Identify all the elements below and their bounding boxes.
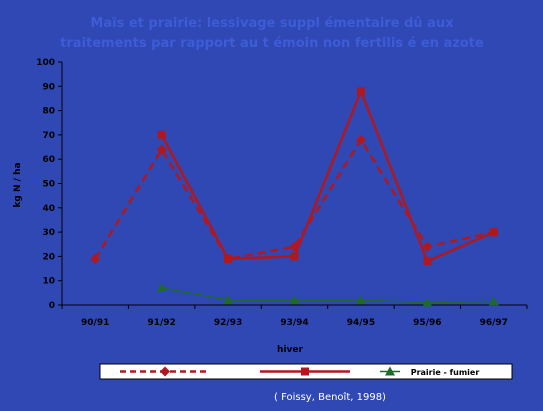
series-2-line [160,89,495,263]
series-2-point [356,87,365,96]
y-axis-label: kg N / ha [13,162,23,207]
series-3-point [289,295,300,305]
series-2-point [157,130,166,139]
x-tick-label: 91/92 [147,318,175,328]
series-1-point [90,253,101,264]
y-tick-label: 70 [42,131,55,141]
y-tick-label: 10 [42,277,55,287]
series-3-line [161,287,494,304]
series-3-point [422,297,433,307]
series-1-line [94,138,495,261]
y-tick-label: 60 [42,155,55,165]
chart-title-line-1: Maïs et prairie: lessivage suppl émentai… [90,16,454,31]
legend-label-prairie-fumier: Prairie - fumier [411,368,480,377]
y-tick-label: 0 [49,301,55,311]
x-tick-label: 90/91 [81,318,109,328]
legend-marker-series-3 [385,366,395,376]
chart-title-line-2: traitements par rapport au t émoin non f… [60,36,484,51]
y-tick-label: 80 [42,107,55,117]
y-tick-label: 50 [42,180,55,190]
series-1-point [355,134,366,145]
source-citation: ( Foissy, Benoît, 1998) [274,391,386,403]
series-2-point [290,252,299,261]
series-3-point [156,282,167,292]
series-1-point [156,144,167,155]
y-tick-label: 40 [42,204,55,214]
x-axis-label: hiver [277,345,303,355]
x-tick-label: 93/94 [280,318,308,328]
series-1-point [422,241,433,252]
y-tick-label: 30 [42,228,55,238]
y-tick-label: 20 [42,252,55,262]
legend-marker-series-1 [160,366,170,377]
series-3-point [355,295,366,305]
x-tick-label: 95/96 [413,318,441,328]
x-tick-label: 92/93 [214,318,242,328]
series-2-point [423,257,432,266]
series-3-point [488,296,499,306]
y-tick-label: 100 [36,58,55,68]
series-2-point [224,254,233,263]
series-3-point [223,295,234,305]
x-tick-label: 94/95 [347,318,375,328]
chart-title: Maïs et prairie: lessivage suppl émentai… [60,16,484,51]
series-2-point [489,228,498,237]
x-tick-label: 96/97 [480,318,508,328]
legend-marker-series-2 [301,367,309,376]
plot-area: 0 10 20 30 40 50 60 70 80 90 100 90/91 91/92 92/93 93/… [36,58,528,328]
y-tick-label: 90 [42,82,55,92]
legend: Prairie - fumier [99,363,513,380]
